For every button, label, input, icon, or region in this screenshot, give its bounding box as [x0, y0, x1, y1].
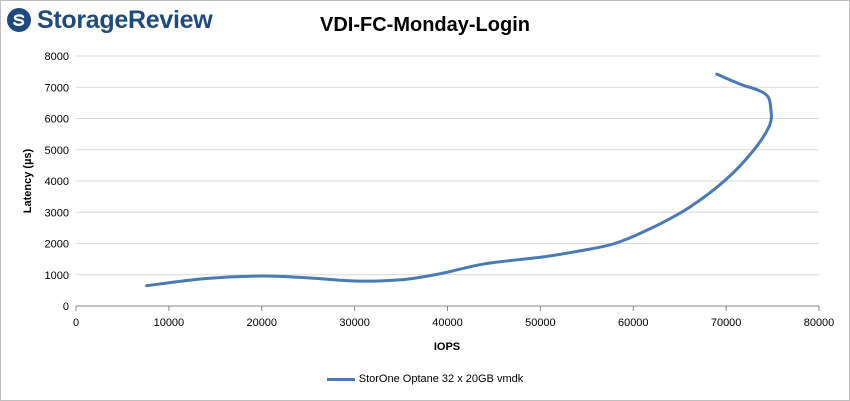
x-tick-labels: 0 10000 20000 30000 40000 50000 60000 70000 8000…: [73, 306, 834, 329]
legend-swatch: [326, 377, 355, 381]
x-tick-label: 60000: [618, 317, 649, 329]
gridlines: [76, 55, 819, 276]
y-tick-label: 0: [63, 301, 69, 313]
x-tick-label: 70000: [711, 317, 742, 329]
y-tick-labels: 0 1000 2000 3000 4000 5000 6000 7000 8000: [45, 51, 69, 313]
x-tick-label: 30000: [339, 317, 370, 329]
y-tick-label: 5000: [45, 145, 69, 157]
y-tick-label: 8000: [45, 51, 69, 63]
x-tick-label: 10000: [154, 317, 185, 329]
y-tick-label: 7000: [45, 82, 69, 94]
x-tick-label: 0: [73, 317, 79, 329]
storagereview-logo-icon: [7, 8, 31, 32]
chart-title: VDI-FC-Monday-Login: [320, 14, 530, 36]
x-tick-label: 40000: [432, 317, 463, 329]
legend-label: StorOne Optane 32 x 20GB vmdk: [358, 373, 524, 385]
x-axis-label: IOPS: [434, 341, 460, 353]
legend: StorOne Optane 32 x 20GB vmdk: [0, 373, 850, 385]
x-tick-label: 50000: [525, 317, 556, 329]
y-tick-label: 6000: [45, 114, 69, 126]
brand-name: StorageReview: [37, 5, 213, 34]
y-tick-label: 3000: [45, 207, 69, 219]
series-lines: [145, 72, 773, 288]
series-line-0: [145, 72, 773, 288]
x-tick-label: 80000: [804, 317, 835, 329]
y-tick-label: 2000: [45, 239, 69, 251]
y-tick-label: 1000: [45, 270, 69, 282]
brand-logo: StorageReview: [6, 2, 213, 38]
y-axis-label: Latency (µs): [22, 148, 34, 213]
y-tick-label: 4000: [45, 176, 69, 188]
x-tick-label: 20000: [246, 317, 277, 329]
